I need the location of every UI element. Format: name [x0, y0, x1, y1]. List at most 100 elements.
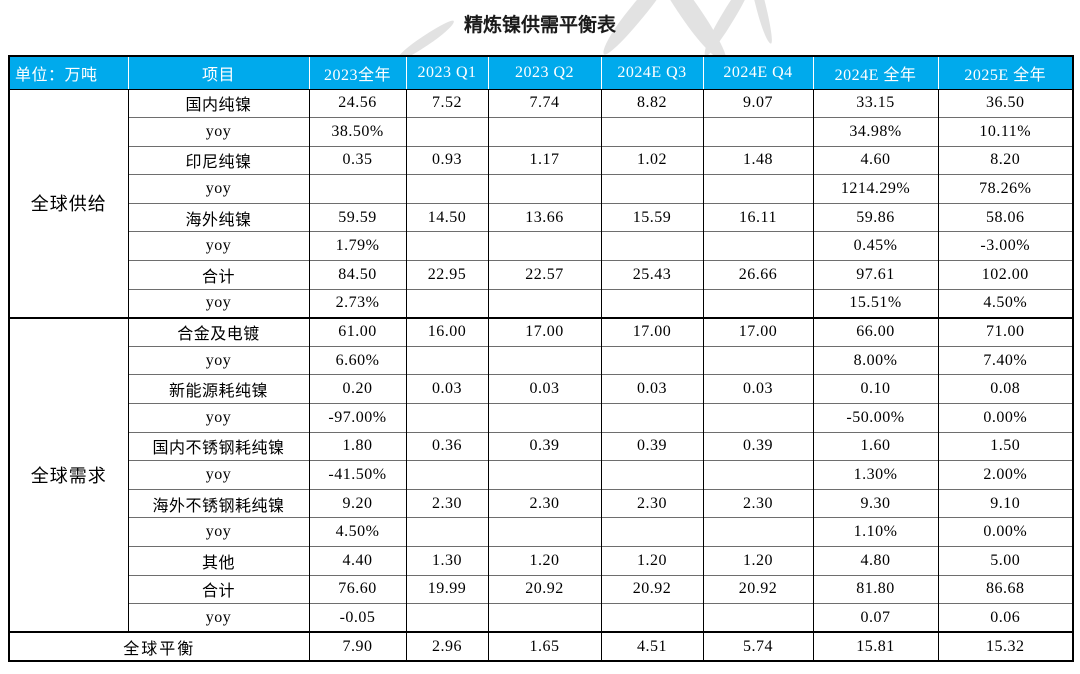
value-cell: 15.59 [601, 202, 704, 232]
value-cell: 0.39 [703, 431, 814, 461]
value-cell: 0.03 [703, 374, 814, 404]
value-cell [406, 288, 489, 318]
value-cell: -41.50% [309, 460, 407, 490]
value-cell [488, 603, 602, 633]
value-cell: 1.48 [703, 145, 814, 175]
value-cell: 2.73% [309, 288, 407, 318]
value-cell: 17.00 [488, 316, 602, 347]
table-row: 其他 4.40 1.30 1.20 1.20 1.20 4.80 5.00 [9, 546, 1073, 576]
value-cell [406, 517, 489, 547]
value-cell: -0.05 [309, 603, 407, 633]
balance-table: 单位：万吨 项目 2023全年 2023 Q1 2023 Q2 2024E Q3… [8, 55, 1074, 662]
value-cell: 1.10% [813, 517, 939, 547]
value-cell: 0.10 [813, 374, 939, 404]
value-cell: 8.00% [813, 345, 939, 375]
value-cell: 33.15 [813, 89, 939, 118]
value-cell: 2.96 [406, 631, 489, 661]
value-cell [488, 174, 602, 204]
value-cell [601, 345, 704, 375]
table-body: 全球供给 国内纯镍 24.56 7.52 7.74 8.82 9.07 33.15 36.50 y… [9, 89, 1073, 661]
table-row: 海外不锈钢耗纯镍 9.20 2.30 2.30 2.30 2.30 9.30 9.10 [9, 488, 1073, 518]
value-cell: 0.03 [406, 374, 489, 404]
item-label: 国内纯镍 [128, 89, 310, 118]
value-cell: 8.20 [938, 145, 1073, 175]
value-cell [488, 517, 602, 547]
value-cell: 17.00 [703, 316, 814, 347]
value-cell: 1.79% [309, 231, 407, 261]
item-label: yoy [128, 174, 310, 204]
value-cell: 1214.29% [813, 174, 939, 204]
value-cell: 15.32 [938, 631, 1073, 661]
value-cell: 8.82 [601, 89, 704, 118]
value-cell: 76.60 [309, 574, 407, 604]
value-cell: 15.51% [813, 288, 939, 318]
value-cell: 1.20 [488, 546, 602, 576]
value-cell: 38.50% [309, 117, 407, 147]
value-cell: 61.00 [309, 316, 407, 347]
value-cell: 0.39 [601, 431, 704, 461]
balance-label: 全球平衡 [9, 631, 310, 661]
value-cell [488, 403, 602, 433]
value-cell: 9.10 [938, 488, 1073, 518]
value-cell [406, 460, 489, 490]
value-cell: 9.30 [813, 488, 939, 518]
value-cell: 2.30 [406, 488, 489, 518]
value-cell: 0.45% [813, 231, 939, 261]
value-cell: 0.36 [406, 431, 489, 461]
table-row: yoy 38.50% 34.98% 10.11% [9, 117, 1073, 147]
table-row: 海外纯镍 59.59 14.50 13.66 15.59 16.11 59.86 58.06 [9, 202, 1073, 232]
value-cell: 2.30 [488, 488, 602, 518]
value-cell: 4.50% [309, 517, 407, 547]
value-cell [703, 117, 814, 147]
value-cell: 1.30 [406, 546, 489, 576]
value-cell: 20.92 [703, 574, 814, 604]
value-cell: 0.93 [406, 145, 489, 175]
value-cell: -3.00% [938, 231, 1073, 261]
table-row: yoy 6.60% 8.00% 7.40% [9, 345, 1073, 375]
value-cell: 36.50 [986, 94, 1025, 112]
value-cell: 4.80 [813, 546, 939, 576]
page-title: 精炼镍供需平衡表 [463, 14, 616, 36]
value-cell: 2.30 [601, 488, 704, 518]
value-cell: 0.03 [601, 374, 704, 404]
value-cell: 0.00% [938, 403, 1073, 433]
column-header: 2024E Q3 [601, 56, 704, 90]
table-row: 合计 84.50 22.95 22.57 25.43 26.66 97.61 102.00 [9, 260, 1073, 290]
column-header: 2024E Q4 [703, 56, 814, 90]
table-row: yoy 2.73% 15.51% 4.50% [9, 288, 1073, 318]
column-header: 2023全年 [309, 56, 407, 90]
table-row: yoy 1.79% 0.45% -3.00% [9, 231, 1073, 261]
value-cell: 4.60 [813, 145, 939, 175]
value-cell: 0.39 [488, 431, 602, 461]
item-label: yoy [128, 288, 310, 318]
item-label: yoy [128, 345, 310, 375]
value-cell: 1.17 [488, 145, 602, 175]
item-label: 合计 [128, 574, 310, 604]
item-label: 其他 [128, 546, 310, 576]
value-cell: 0.07 [813, 603, 939, 633]
value-cell: 78.26% [938, 174, 1073, 204]
balance-row: 全球平衡 7.90 2.96 1.65 4.51 5.74 15.81 15.32 [9, 631, 1073, 661]
value-cell: 20.92 [601, 574, 704, 604]
value-cell: 7.74 [488, 89, 602, 118]
value-cell: 59.59 [309, 202, 407, 232]
column-header: 2023 Q2 [488, 56, 602, 90]
table-row: 合计 76.60 19.99 20.92 20.92 20.92 81.80 86.68 [9, 574, 1073, 604]
value-cell: 7.52 [406, 89, 489, 118]
value-cell [703, 517, 814, 547]
item-label: 合金及电镀 [128, 316, 310, 347]
value-cell [406, 403, 489, 433]
value-cell [601, 460, 704, 490]
value-cell: 22.95 [406, 260, 489, 290]
value-cell: 7.40% [938, 345, 1073, 375]
table-row: yoy -97.00% -50.00% 0.00% [9, 403, 1073, 433]
value-cell [488, 288, 602, 318]
item-label: yoy [128, 517, 310, 547]
value-cell: 1.50 [938, 431, 1073, 461]
value-cell [601, 288, 704, 318]
item-label: 国内不锈钢耗纯镍 [128, 431, 310, 461]
value-cell: 2.00% [938, 460, 1073, 490]
value-cell: 34.98% [813, 117, 939, 147]
value-cell [703, 603, 814, 633]
group-label: 全球供给 [9, 89, 129, 318]
